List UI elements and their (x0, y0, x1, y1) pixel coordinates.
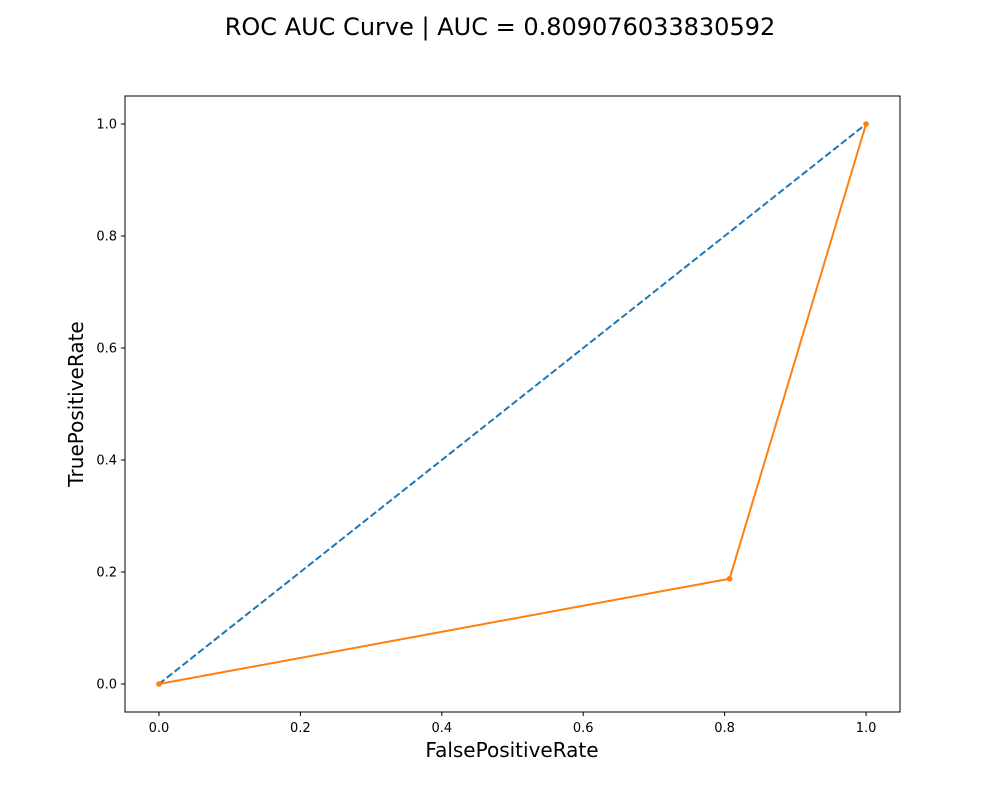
x-axis-ticks: 0.0 0.2 0.4 0.6 0.8 1.0 (149, 712, 877, 736)
plot-area (156, 121, 869, 687)
y-tick-label: 0.0 (96, 678, 117, 693)
x-tick-label: 0.8 (714, 721, 735, 736)
roc-curve-point (156, 681, 162, 687)
chart-title: ROC AUC Curve | AUC = 0.809076033830592 (225, 13, 776, 41)
roc-curve-point (726, 575, 733, 582)
y-tick-label: 0.4 (96, 454, 117, 469)
y-tick-label: 0.2 (96, 566, 117, 581)
axes-frame (124, 95, 901, 713)
baseline-line (158, 123, 867, 685)
x-axis-label: FalsePositiveRate (425, 738, 598, 762)
roc-curve-point (863, 121, 869, 127)
x-tick-label: 0.0 (149, 721, 170, 736)
y-tick-label: 0.6 (96, 342, 117, 357)
y-tick-label: 1.0 (96, 118, 117, 133)
x-tick-label: 0.6 (573, 721, 594, 736)
y-tick-label: 0.8 (96, 230, 117, 245)
y-axis-ticks: 0.0 0.2 0.4 0.6 0.8 1.0 (96, 118, 125, 693)
x-tick-label: 0.4 (431, 721, 452, 736)
y-axis-label: TruePositiveRate (64, 321, 88, 487)
x-tick-label: 0.2 (290, 721, 311, 736)
x-tick-label: 1.0 (856, 721, 877, 736)
